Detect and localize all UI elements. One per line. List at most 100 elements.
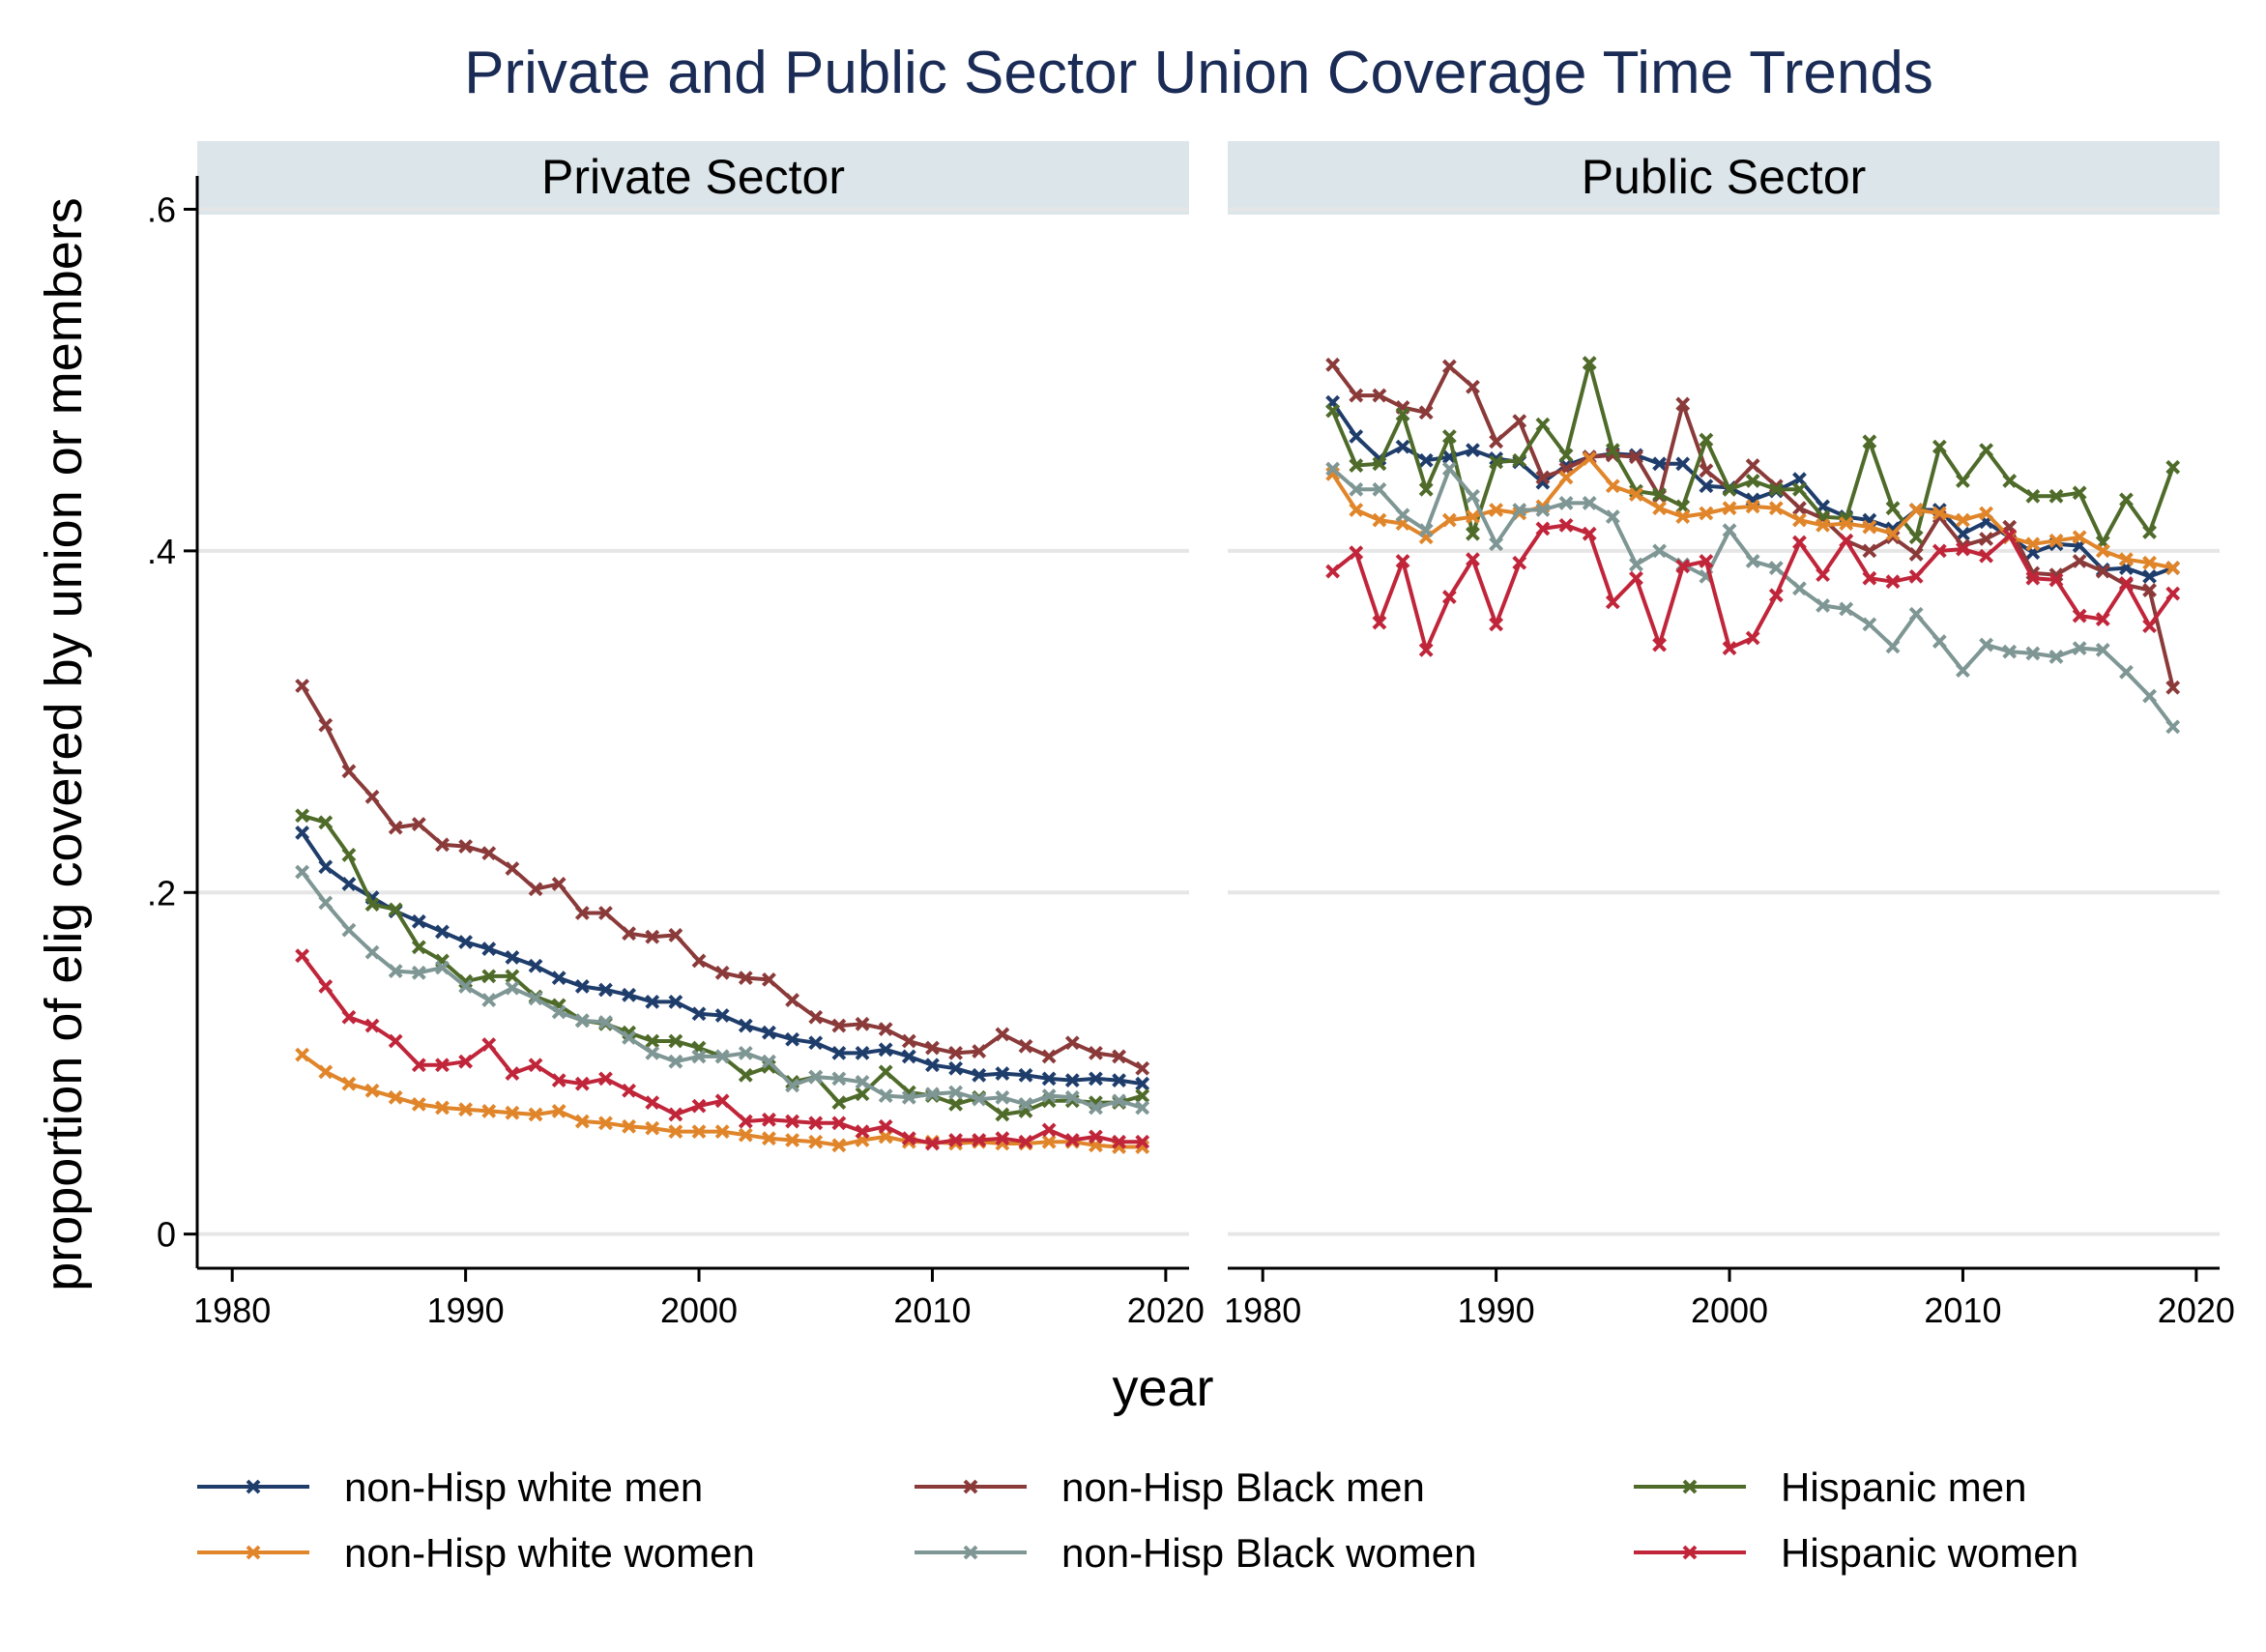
data-point	[364, 789, 380, 804]
data-point	[2072, 530, 2087, 545]
panel-label: Private Sector	[541, 150, 845, 204]
data-point	[1675, 509, 1691, 524]
data-point	[855, 1074, 870, 1089]
data-point	[762, 1112, 776, 1127]
data-point	[1908, 530, 1924, 545]
series-hispanic-women	[1325, 517, 2181, 657]
data-point	[551, 1104, 566, 1118]
x-tick-label: 2000	[660, 1290, 738, 1330]
data-point	[925, 1040, 940, 1056]
data-point	[1441, 512, 1457, 528]
data-point	[1629, 487, 1643, 502]
data-point	[714, 1049, 730, 1064]
legend-label: Hispanic men	[1781, 1464, 2026, 1510]
data-point	[738, 1018, 753, 1033]
data-point	[1699, 478, 1714, 494]
data-point	[1768, 501, 1784, 516]
data-point	[1349, 503, 1364, 517]
data-point	[1885, 639, 1901, 654]
data-point	[1512, 503, 1527, 517]
data-point	[1979, 637, 1994, 652]
data-point	[1862, 543, 1877, 559]
data-point	[1908, 568, 1924, 584]
data-point	[901, 1033, 916, 1049]
data-point	[1112, 1049, 1126, 1064]
data-point	[341, 764, 357, 779]
data-point	[691, 1049, 707, 1064]
data-point	[855, 1124, 870, 1140]
data-point	[2142, 555, 2157, 570]
data-point	[1112, 1073, 1126, 1088]
data-point	[2072, 641, 2087, 656]
data-point	[1418, 481, 1434, 497]
data-point	[901, 1131, 916, 1146]
data-point	[1722, 641, 1737, 656]
legend-item: non-Hisp white women	[197, 1530, 755, 1576]
data-point	[2025, 570, 2041, 586]
data-point	[785, 1031, 800, 1047]
data-point	[785, 993, 800, 1008]
y-tick-label: .6	[147, 190, 176, 230]
panel-private: Private Sector 0 .2 .4 .6 1980 1990 2000 2010 202…	[147, 141, 1205, 1330]
data-point	[528, 882, 543, 897]
data-point	[645, 1045, 660, 1060]
data-point	[995, 1066, 1010, 1081]
data-point	[435, 960, 450, 975]
data-point	[1979, 443, 1994, 458]
data-point	[574, 979, 590, 994]
data-point	[1558, 470, 1574, 485]
data-point	[1535, 470, 1551, 485]
data-point	[1418, 452, 1434, 468]
data-point	[878, 1042, 893, 1058]
data-point	[1489, 536, 1504, 552]
data-point	[1629, 570, 1643, 586]
data-point	[762, 971, 776, 987]
data-point	[622, 926, 637, 942]
data-point	[762, 1054, 776, 1069]
data-point	[1041, 1088, 1057, 1103]
data-point	[1018, 1038, 1033, 1054]
data-point	[1908, 503, 1924, 517]
x-tick-label: 2010	[1924, 1290, 2001, 1330]
data-point	[1135, 1060, 1150, 1076]
data-point	[855, 1045, 870, 1060]
data-point	[668, 1107, 683, 1122]
data-point	[1041, 1049, 1057, 1064]
data-point	[785, 1078, 800, 1093]
data-point	[1979, 548, 1994, 564]
data-point	[1862, 570, 1877, 586]
legend-swatch-marker	[246, 1545, 261, 1560]
data-point	[1512, 414, 1527, 429]
data-point	[1629, 449, 1643, 465]
data-point	[1745, 554, 1760, 568]
data-point	[2095, 543, 2110, 559]
data-point	[878, 1022, 893, 1037]
legend-item: non-Hisp Black men	[915, 1464, 1425, 1510]
x-tick-label: 1980	[1224, 1290, 1301, 1330]
data-point	[668, 1033, 683, 1049]
data-point	[691, 1124, 707, 1140]
data-point	[435, 837, 450, 853]
data-point	[831, 1095, 847, 1111]
data-point	[668, 994, 683, 1009]
legend: non-Hisp white men non-Hisp Black men Hisp…	[197, 1464, 2078, 1576]
data-point	[1932, 439, 1947, 454]
data-point	[948, 1060, 964, 1076]
data-point	[1629, 557, 1643, 572]
x-tick-label: 1990	[427, 1290, 505, 1330]
legend-item: non-Hisp Black women	[915, 1530, 1477, 1576]
legend-label: non-Hisp Black men	[1061, 1464, 1425, 1510]
panel-strip	[197, 141, 1189, 215]
data-point	[2119, 492, 2134, 507]
data-point	[1135, 1100, 1150, 1116]
data-point	[668, 928, 683, 942]
data-point	[948, 1133, 964, 1147]
data-point	[1956, 474, 1970, 488]
data-point	[1489, 617, 1504, 632]
data-point	[738, 1127, 753, 1143]
data-point	[1466, 379, 1480, 394]
data-point	[364, 944, 380, 960]
data-point	[388, 964, 403, 978]
data-point	[1135, 1076, 1150, 1091]
data-point	[1768, 561, 1784, 575]
